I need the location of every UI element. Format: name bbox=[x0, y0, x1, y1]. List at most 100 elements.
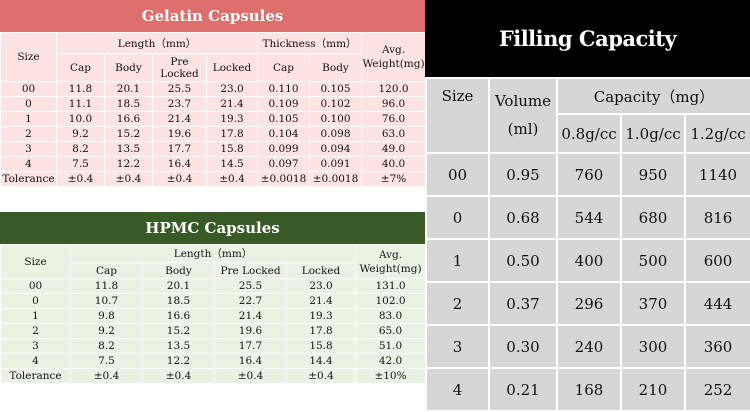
hpmc-table-cell: 102.0 bbox=[355, 293, 427, 309]
gelatin-table-cell: 21.4 bbox=[205, 96, 259, 112]
hpmc-table-cell: 20.1 bbox=[142, 278, 215, 294]
hpmc-body-header: Body bbox=[142, 262, 215, 279]
hpmc-table-row: 0 10.7 18.5 22.7 21.4 102.0 bbox=[0, 293, 427, 309]
filling-table-cell: 444 bbox=[683, 281, 750, 326]
gelatin-table-cell: 0 bbox=[0, 96, 57, 112]
gelatin-table-cell: 11.1 bbox=[56, 96, 105, 112]
hpmc-table-cell: ±0.4 bbox=[214, 368, 287, 384]
gelatin-table-cell: 0.104 bbox=[257, 126, 311, 142]
gelatin-table-cell: 120.0 bbox=[361, 81, 427, 97]
gelatin-table-cell: 16.4 bbox=[152, 156, 207, 172]
gelatin-table-cell: 0.099 bbox=[257, 141, 311, 157]
gelatin-table-cell: 23.7 bbox=[152, 96, 207, 112]
hpmc-table-row: 00 11.8 20.1 25.5 23.0 131.0 bbox=[0, 278, 427, 294]
hpmc-table-cell: 42.0 bbox=[355, 353, 427, 369]
hpmc-table-cell: 11.8 bbox=[70, 278, 143, 294]
hpmc-table-cell: ±0.4 bbox=[70, 368, 143, 384]
gelatin-locked-header: Locked bbox=[205, 53, 259, 82]
filling-table-cell: 0.21 bbox=[488, 367, 558, 412]
filling-table-cell: 544 bbox=[556, 195, 622, 240]
hpmc-table-row: 1 9.8 16.6 21.4 19.3 83.0 bbox=[0, 308, 427, 324]
gelatin-table-cell: 49.0 bbox=[361, 141, 427, 157]
gelatin-table-cell: ±7% bbox=[361, 171, 427, 187]
hpmc-locked-header: Locked bbox=[285, 262, 357, 279]
hpmc-table-cell: 0 bbox=[0, 293, 71, 309]
hpmc-table-row: 4 7.5 12.2 16.4 14.4 42.0 bbox=[0, 353, 427, 369]
hpmc-capsules-panel: HPMC Capsules Size Length（mm） Avg. Weigh… bbox=[0, 212, 427, 400]
gelatin-table-cell: 63.0 bbox=[361, 126, 427, 142]
gelatin-table-cell: 0.109 bbox=[257, 96, 311, 112]
gelatin-table-row: 0 11.1 18.5 23.7 21.4 0.109 0.102 96.0 bbox=[0, 96, 427, 112]
gelatin-table-cell: ±0.4 bbox=[152, 171, 207, 187]
filling-volume-label: Volume bbox=[494, 92, 552, 110]
filling-density-0-8: 0.8g/cc bbox=[556, 113, 622, 154]
gelatin-table-cell: 40.0 bbox=[361, 156, 427, 172]
filling-volume-unit: (ml) bbox=[507, 120, 539, 138]
hpmc-table-row: Tolerance ±0.4 ±0.4 ±0.4 ±0.4 ±10% bbox=[0, 368, 427, 384]
hpmc-table-cell: 10.7 bbox=[70, 293, 143, 309]
filling-table-cell: 816 bbox=[683, 195, 750, 240]
gelatin-table-cell: 8.2 bbox=[56, 141, 105, 157]
hpmc-table-cell: 12.2 bbox=[142, 353, 215, 369]
gelatin-thickness-body-header: Body bbox=[309, 53, 363, 82]
hpmc-table-cell: 51.0 bbox=[355, 338, 427, 354]
gelatin-table-cell: 12.2 bbox=[104, 156, 153, 172]
hpmc-table-cell: ±10% bbox=[355, 368, 427, 384]
gelatin-table-row: 00 11.8 20.1 25.5 23.0 0.110 0.105 120.0 bbox=[0, 81, 427, 97]
filling-table-cell: 3 bbox=[425, 324, 490, 369]
hpmc-table-cell: 9.2 bbox=[70, 323, 143, 339]
gelatin-table-cell: 7.5 bbox=[56, 156, 105, 172]
filling-table-cell: 210 bbox=[620, 367, 686, 412]
filling-table-cell: 360 bbox=[683, 324, 750, 369]
filling-table-cell: 0.37 bbox=[488, 281, 558, 326]
hpmc-length-header: Length（mm） bbox=[69, 244, 357, 263]
filling-table-cell: 00 bbox=[425, 152, 490, 197]
gelatin-table-cell: 4 bbox=[0, 156, 57, 172]
filling-capacity-panel: Filling Capacity Size Volume (ml) Capaci… bbox=[425, 0, 750, 412]
gelatin-table-cell: 0.097 bbox=[257, 156, 311, 172]
hpmc-table-cell: 131.0 bbox=[355, 278, 427, 294]
gelatin-table-cell: 0.105 bbox=[257, 111, 311, 127]
hpmc-table-cell: 25.5 bbox=[214, 278, 287, 294]
hpmc-table-cell: 17.8 bbox=[285, 323, 357, 339]
gelatin-table-row: 2 9.2 15.2 19.6 17.8 0.104 0.098 63.0 bbox=[0, 126, 427, 142]
filling-table-cell: 950 bbox=[620, 152, 686, 197]
gelatin-table-row: Tolerance ±0.4 ±0.4 ±0.4 ±0.4 ±0.0018 ±0.0018 ±… bbox=[0, 171, 427, 187]
gelatin-thickness-header: Thickness（mm） bbox=[257, 32, 363, 54]
gelatin-size-header: Size bbox=[0, 32, 57, 82]
filling-table-row: 0 0.68 544 680 816 bbox=[425, 195, 750, 240]
gelatin-table-cell: ±0.0018 bbox=[257, 171, 311, 187]
hpmc-table-cell: 15.8 bbox=[285, 338, 357, 354]
gelatin-table-cell: 17.8 bbox=[205, 126, 259, 142]
filling-table-cell: 760 bbox=[556, 152, 622, 197]
filling-table-cell: 0 bbox=[425, 195, 490, 240]
hpmc-avg-weight-header: Avg. Weight(mg) bbox=[355, 244, 427, 279]
filling-table-cell: 370 bbox=[620, 281, 686, 326]
filling-table-cell: 680 bbox=[620, 195, 686, 240]
gelatin-table-cell: 20.1 bbox=[104, 81, 153, 97]
gelatin-table-cell: 3 bbox=[0, 141, 57, 157]
gelatin-table-cell: 0.102 bbox=[309, 96, 363, 112]
hpmc-table-cell: 4 bbox=[0, 353, 71, 369]
hpmc-table-body: 00 11.8 20.1 25.5 23.0 131.0 0 10.7 18.5 22.7 21.4… bbox=[0, 278, 427, 384]
gelatin-table-cell: 0.094 bbox=[309, 141, 363, 157]
filling-table-cell: 240 bbox=[556, 324, 622, 369]
filling-table-cell: 252 bbox=[683, 367, 750, 412]
hpmc-table-row: 3 8.2 13.5 17.7 15.8 51.0 bbox=[0, 338, 427, 354]
hpmc-table-cell: 19.3 bbox=[285, 308, 357, 324]
hpmc-pre-locked-header: Pre Locked bbox=[214, 262, 287, 279]
filling-table-cell: 1 bbox=[425, 238, 490, 283]
hpmc-table-cell: 16.6 bbox=[142, 308, 215, 324]
hpmc-table-cell: 13.5 bbox=[142, 338, 215, 354]
hpmc-table-cell: 18.5 bbox=[142, 293, 215, 309]
gelatin-table-cell: 11.8 bbox=[56, 81, 105, 97]
hpmc-table-cell: 3 bbox=[0, 338, 71, 354]
gelatin-table-cell: 0.100 bbox=[309, 111, 363, 127]
gelatin-table-cell: Tolerance bbox=[0, 171, 57, 187]
hpmc-table-cell: 22.7 bbox=[214, 293, 287, 309]
hpmc-table-cell: Tolerance bbox=[0, 368, 71, 384]
hpmc-size-header: Size bbox=[0, 244, 71, 279]
gelatin-table-cell: 9.2 bbox=[56, 126, 105, 142]
gelatin-table-cell: 15.8 bbox=[205, 141, 259, 157]
gelatin-table-cell: 0.105 bbox=[309, 81, 363, 97]
